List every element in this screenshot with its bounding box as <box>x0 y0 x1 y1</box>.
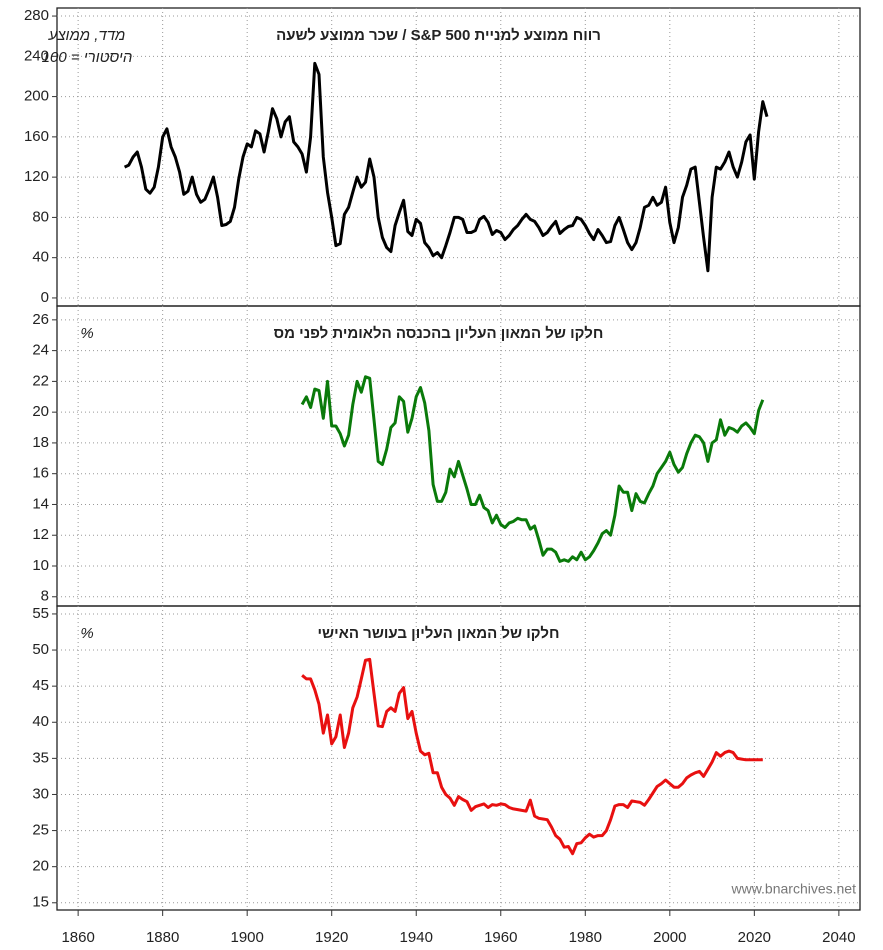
y-tick-label: 10 <box>32 557 49 574</box>
axis-note: מדד, ממוצע <box>48 27 126 44</box>
axis-note: % <box>80 325 93 342</box>
y-tick-label: 280 <box>24 7 49 24</box>
y-tick-label: 16 <box>32 465 49 482</box>
x-tick-label: 1980 <box>569 929 602 946</box>
watermark: www.bnarchives.net <box>730 881 856 897</box>
y-tick-label: 160 <box>24 128 49 145</box>
x-tick-label: 2000 <box>653 929 686 946</box>
panel-title: חלקו של המאון העליון בעושר האישי <box>318 625 560 642</box>
y-tick-label: 22 <box>32 372 49 389</box>
x-tick-label: 1880 <box>146 929 179 946</box>
y-tick-label: 80 <box>32 208 49 225</box>
panel-title: רווח ממוצע למניית S&P 500 / שכר ממוצע לש… <box>276 27 601 44</box>
y-tick-label: 120 <box>24 168 49 185</box>
y-tick-label: 24 <box>32 342 49 359</box>
y-tick-label: 0 <box>41 289 49 306</box>
y-tick-label: 25 <box>32 822 49 839</box>
y-tick-label: 8 <box>41 588 49 605</box>
x-tick-label: 1860 <box>61 929 94 946</box>
y-tick-label: 30 <box>32 785 49 802</box>
axis-note: % <box>80 625 93 642</box>
y-tick-label: 45 <box>32 677 49 694</box>
y-tick-label: 12 <box>32 526 49 543</box>
data-line <box>300 375 765 563</box>
y-tick-label: 26 <box>32 311 49 328</box>
x-tick-label: 1940 <box>400 929 433 946</box>
y-tick-label: 20 <box>32 858 49 875</box>
y-tick-label: 18 <box>32 434 49 451</box>
x-tick-label: 2020 <box>738 929 771 946</box>
x-tick-label: 1960 <box>484 929 517 946</box>
x-tick-label: 1920 <box>315 929 348 946</box>
y-tick-label: 40 <box>32 713 49 730</box>
y-tick-label: 14 <box>32 495 49 512</box>
y-tick-label: 20 <box>32 403 49 420</box>
y-tick-label: 15 <box>32 894 49 911</box>
data-line <box>301 657 763 856</box>
y-tick-label: 40 <box>32 249 49 266</box>
y-tick-label: 35 <box>32 749 49 766</box>
panel-title: חלקו של המאון העליון בהכנסה הלאומית לפני… <box>274 325 604 342</box>
panel-frame <box>56 7 861 307</box>
x-tick-label: 2040 <box>822 929 855 946</box>
y-tick-label: 55 <box>32 605 49 622</box>
y-tick-label: 50 <box>32 641 49 658</box>
x-tick-label: 1900 <box>230 929 263 946</box>
y-tick-label: 240 <box>24 47 49 64</box>
y-tick-label: 200 <box>24 88 49 105</box>
axis-note: היסטורי = 100 <box>42 49 133 66</box>
data-line <box>123 61 769 273</box>
